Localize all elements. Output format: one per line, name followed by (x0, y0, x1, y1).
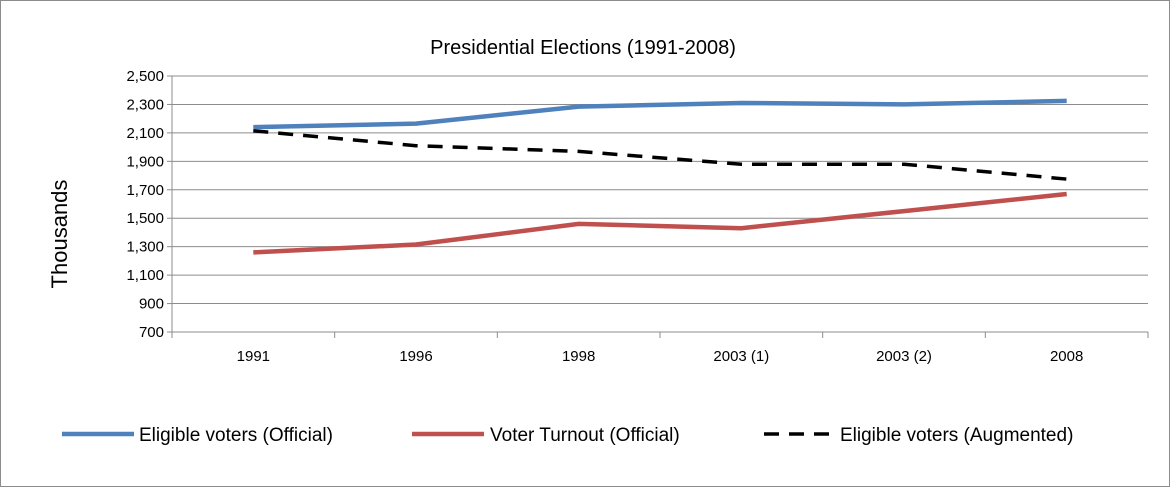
y-tick-label: 900 (139, 296, 164, 313)
legend-label-3: Eligible voters (Augmented) (840, 425, 1073, 446)
legend-label-2: Voter Turnout (Official) (490, 425, 680, 446)
axes: 700 900 1,100 1,300 1,500 1,700 1,900 2,100 2,30… (126, 68, 1149, 365)
chart-title: Presidential Elections (1991-2008) (430, 37, 736, 59)
y-axis-label: Thousands (47, 180, 72, 289)
legend: Eligible voters (Official) Voter Turnout … (62, 425, 1073, 446)
series-line-3 (253, 129, 1067, 181)
y-tick-label: 1,300 (126, 239, 164, 256)
series-line-2 (253, 191, 1067, 255)
x-tick-label: 1996 (399, 348, 432, 365)
y-tick-label: 2,500 (126, 68, 164, 85)
x-tick-label: 1998 (562, 348, 595, 365)
y-tick-label: 1,900 (126, 153, 164, 170)
x-tick-label: 1991 (237, 348, 270, 365)
y-tick-label: 700 (139, 324, 164, 341)
x-tick-label: 2003 (2) (876, 348, 932, 365)
series-line-1 (253, 98, 1067, 130)
legend-label-1: Eligible voters (Official) (139, 425, 333, 446)
x-tick-label: 2008 (1050, 348, 1083, 365)
x-tick-label: 2003 (1) (713, 348, 769, 365)
y-tick-label: 1,500 (126, 210, 164, 227)
y-tick-label: 1,100 (126, 267, 164, 284)
y-tick-label: 1,700 (126, 182, 164, 199)
series-lines (253, 98, 1067, 255)
y-tick-label: 2,100 (126, 125, 164, 142)
y-tick-label: 2,300 (126, 96, 164, 113)
